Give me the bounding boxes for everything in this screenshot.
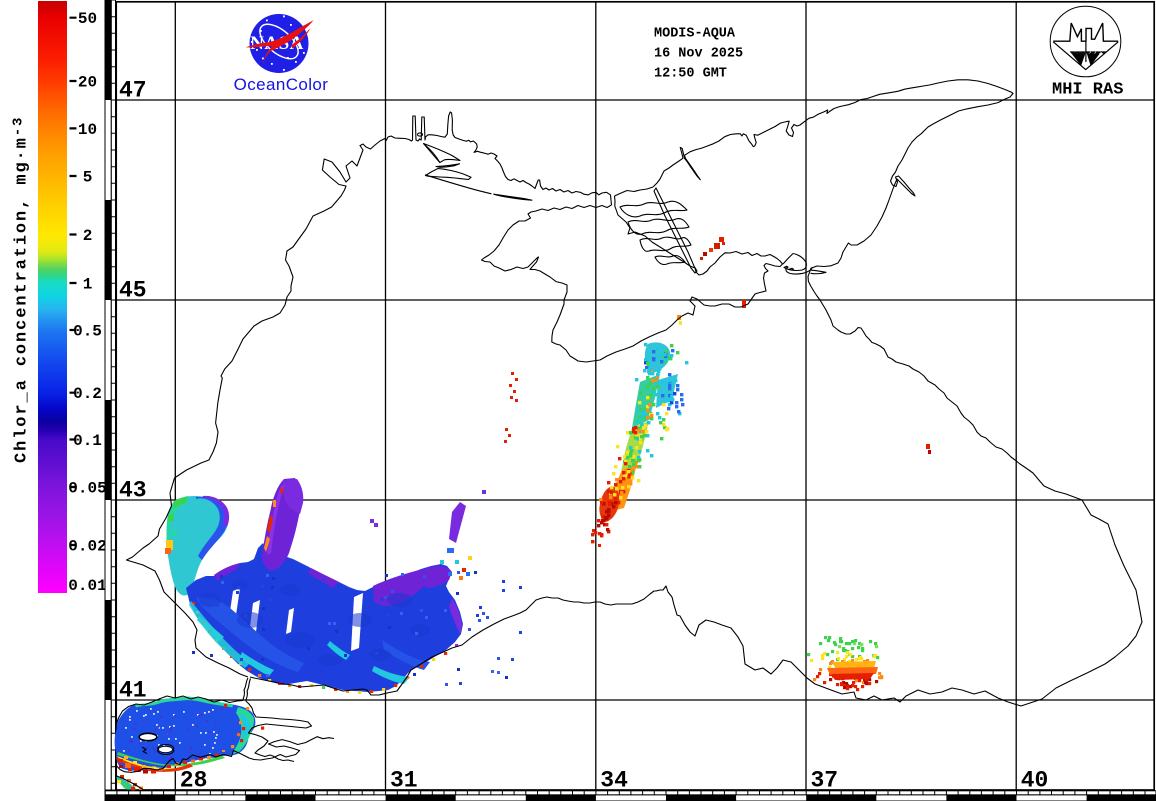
svg-text:31: 31 — [390, 768, 418, 794]
svg-text:MHI RAS: MHI RAS — [1052, 81, 1123, 100]
svg-text:2: 2 — [83, 227, 93, 245]
svg-text:43: 43 — [119, 478, 147, 504]
svg-text:1: 1 — [83, 276, 93, 294]
svg-text:Chlor_a concentration, mg·m-3: Chlor_a concentration, mg·m-3 — [11, 116, 32, 463]
svg-text:50: 50 — [78, 10, 97, 28]
svg-text:MODIS-AQUA: MODIS-AQUA — [654, 26, 736, 41]
svg-text:40: 40 — [1021, 768, 1049, 794]
svg-text:28: 28 — [180, 768, 208, 794]
svg-text:0.01: 0.01 — [68, 577, 106, 595]
svg-text:20: 20 — [78, 74, 97, 92]
svg-text:37: 37 — [811, 768, 839, 794]
svg-text:0.1: 0.1 — [73, 432, 102, 450]
svg-text:41: 41 — [119, 678, 147, 704]
svg-text:45: 45 — [119, 278, 147, 304]
svg-text:34: 34 — [600, 768, 628, 794]
svg-text:10: 10 — [78, 121, 97, 139]
svg-text:0.02: 0.02 — [68, 538, 106, 556]
svg-text:5: 5 — [83, 169, 93, 187]
svg-text:0.05: 0.05 — [68, 480, 106, 498]
svg-text:0.2: 0.2 — [73, 385, 102, 403]
svg-text:0.5: 0.5 — [73, 323, 102, 341]
svg-text:12:50 GMT: 12:50 GMT — [654, 66, 727, 81]
svg-text:47: 47 — [119, 78, 147, 104]
svg-text:16 Nov 2025: 16 Nov 2025 — [654, 46, 743, 61]
svg-text:OceanColor: OceanColor — [234, 75, 329, 94]
